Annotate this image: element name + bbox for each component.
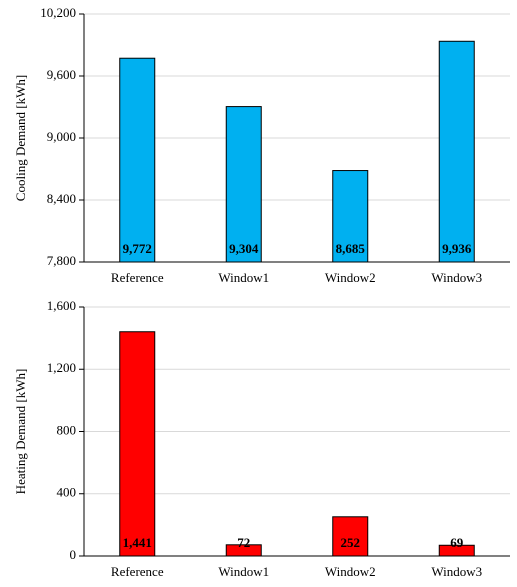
- y-tick-label: 0: [70, 547, 77, 562]
- value-label: 9,936: [442, 241, 472, 256]
- y-tick-label: 1,600: [47, 298, 76, 313]
- y-tick-label: 1,200: [47, 360, 76, 375]
- value-label: 9,304: [229, 241, 259, 256]
- bar: [119, 331, 156, 557]
- y-tick-label: 400: [57, 485, 77, 500]
- x-tick-label: Window1: [218, 270, 269, 285]
- bar: [332, 516, 369, 557]
- value-label: 1,441: [123, 535, 152, 550]
- bar: [332, 170, 369, 263]
- value-label: 9,772: [123, 241, 152, 256]
- bar: [119, 57, 156, 263]
- x-tick-label: Reference: [111, 564, 164, 579]
- x-tick-label: Window3: [431, 564, 482, 579]
- bar: [225, 106, 262, 263]
- value-label: 72: [237, 535, 250, 550]
- value-label: 8,685: [336, 241, 366, 256]
- y-axis-label: Cooling Demand [kWh]: [13, 75, 28, 201]
- y-tick-label: 9,000: [47, 129, 76, 144]
- bar: [438, 40, 475, 263]
- y-tick-label: 8,400: [47, 191, 76, 206]
- y-tick-label: 7,800: [47, 253, 76, 268]
- y-tick-label: 10,200: [40, 5, 76, 20]
- x-tick-label: Reference: [111, 270, 164, 285]
- x-tick-label: Window2: [325, 564, 376, 579]
- value-label: 252: [341, 535, 361, 550]
- y-axis-label: Heating Demand [kWh]: [13, 369, 28, 495]
- y-tick-label: 800: [57, 422, 77, 437]
- value-label: 69: [450, 535, 464, 550]
- y-tick-label: 9,600: [47, 67, 76, 82]
- x-tick-label: Window2: [325, 270, 376, 285]
- x-tick-label: Window3: [431, 270, 482, 285]
- x-tick-label: Window1: [218, 564, 269, 579]
